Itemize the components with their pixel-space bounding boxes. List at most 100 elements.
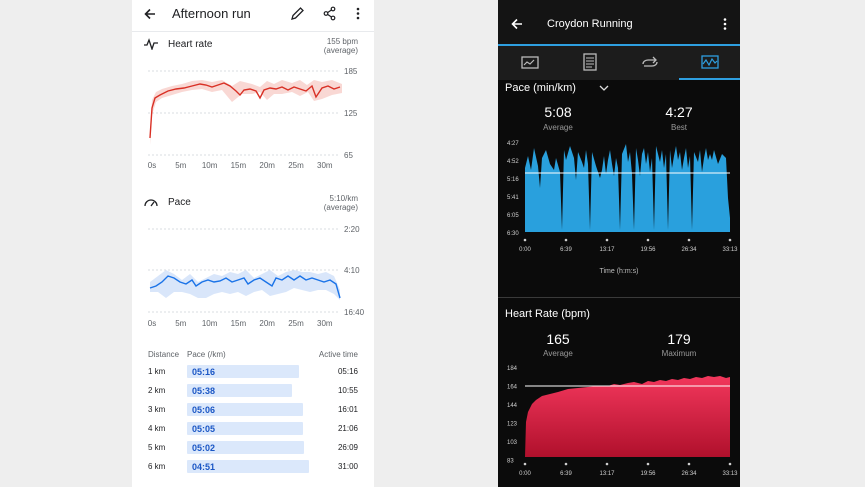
- x-tick-label: 20m: [259, 161, 275, 170]
- share-icon[interactable]: [322, 6, 337, 21]
- pace-gridlines: [148, 228, 340, 313]
- x-tick-mark: [564, 238, 568, 242]
- x-tick-mark: [646, 462, 650, 466]
- heart-rate-gridlines: [148, 70, 340, 156]
- laps-tab-icon[interactable]: [638, 52, 662, 72]
- x-tick-label: 33:13: [722, 247, 738, 253]
- split-pace-value: 04:51: [192, 462, 216, 472]
- pace-x-axis: 0s 5m 10m 15m 20m 25m 30m: [148, 319, 333, 328]
- pace-section-title: Pace (min/km): [505, 82, 576, 94]
- activity-title: Croydon Running: [547, 18, 633, 30]
- y-tick-label: 83: [507, 459, 514, 465]
- y-tick-label: 5:41: [507, 195, 519, 201]
- pace-y-tick: 2:20: [344, 225, 360, 234]
- split-distance: 1 km: [148, 367, 166, 376]
- split-distance: 3 km: [148, 405, 166, 414]
- details-tab-icon[interactable]: [578, 52, 602, 72]
- x-tick-label: 30m: [317, 319, 333, 328]
- split-distance: 4 km: [148, 424, 166, 433]
- x-tick-mark: [605, 462, 609, 466]
- y-tick-label: 184: [507, 366, 518, 372]
- y-tick-label: 5:16: [507, 177, 519, 183]
- hr-x-axis: 0:00 6:39 13:17 19:56 26:34 33:13: [519, 462, 738, 477]
- split-pace-bar: [187, 460, 309, 473]
- pace-y-axis: 4:27 4:52 5:16 5:41 6:05 6:30: [507, 141, 519, 237]
- split-pace-bar: [187, 441, 304, 454]
- split-active-time: 05:16: [337, 367, 358, 376]
- x-tick-label: 26:34: [681, 247, 697, 253]
- split-pace-bar: [187, 403, 303, 416]
- y-tick-label: 4:52: [507, 159, 519, 165]
- pace-x-axis-title: Time (h:m:s): [599, 268, 639, 275]
- x-tick-mark: [687, 462, 691, 466]
- more-options-icon[interactable]: [721, 17, 729, 31]
- heart-rate-average-value: 155 bpm: [326, 37, 358, 46]
- hr-area-chart: 184 164 144 123 103 83 0:00 6:39 13:17 19:56 26:3…: [507, 366, 738, 477]
- pace-area-chart: 4:27 4:52 5:16 5:41 6:05 6:30 0:00 6:39 13:17 19…: [507, 141, 738, 253]
- x-tick-label: 26:34: [681, 471, 697, 477]
- x-tick-label: 10m: [202, 319, 218, 328]
- y-tick-label: 123: [507, 422, 518, 428]
- pace-average-value: 5:10/km: [329, 194, 358, 203]
- right-phone-screen: Croydon Running Pace (min/km) 5:08 Avera…: [498, 0, 740, 487]
- splits-header-pace: Pace (/km): [187, 350, 226, 359]
- back-arrow-icon[interactable]: [510, 17, 524, 31]
- pace-y-tick: 16:40: [344, 308, 365, 317]
- heart-rate-label: Heart rate: [168, 39, 213, 50]
- pace-average-value: 5:08: [544, 104, 572, 120]
- split-pace-bar: [187, 384, 292, 397]
- hr-section-title: Heart Rate (bpm): [505, 308, 590, 320]
- x-tick-label: 10m: [202, 161, 218, 170]
- split-active-time: 21:06: [337, 424, 358, 433]
- split-active-time: 10:55: [337, 386, 358, 395]
- heart-rate-y-tick: 185: [344, 67, 358, 76]
- split-pace-value: 05:38: [192, 386, 216, 396]
- x-tick-label: 30m: [317, 161, 333, 170]
- y-tick-label: 164: [507, 385, 518, 391]
- pace-x-axis: 0:00 6:39 13:17 19:56 26:34 33:13: [519, 238, 738, 253]
- heart-rate-line: [149, 82, 341, 139]
- more-options-icon[interactable]: [354, 6, 362, 21]
- pace-range-band: [150, 270, 340, 300]
- heart-rate-pulse-icon: [144, 38, 158, 50]
- pace-y-tick: 4:10: [344, 266, 360, 275]
- y-tick-label: 144: [507, 403, 518, 409]
- pace-average-label: Average: [543, 123, 573, 132]
- x-tick-label: 19:56: [640, 471, 656, 477]
- back-arrow-icon[interactable]: [142, 6, 158, 22]
- split-distance: 5 km: [148, 443, 166, 452]
- split-distance: 6 km: [148, 462, 166, 471]
- summary-tab-icon[interactable]: [518, 52, 542, 72]
- charts-tab-icon[interactable]: [698, 52, 722, 72]
- x-tick-label: 0s: [148, 161, 156, 170]
- x-tick-mark: [523, 462, 527, 466]
- split-pace-value: 05:02: [192, 443, 216, 453]
- x-tick-label: 0s: [148, 319, 156, 328]
- split-pace-value: 05:06: [192, 405, 216, 415]
- x-tick-label: 13:17: [599, 247, 615, 253]
- split-pace-bar: [187, 365, 299, 378]
- edit-pencil-icon[interactable]: [290, 6, 305, 21]
- hr-average-value: 165: [546, 331, 570, 347]
- chevron-down-icon[interactable]: [599, 84, 609, 92]
- split-active-time: 26:09: [337, 443, 358, 452]
- heart-rate-x-axis: 0s 5m 10m 15m 20m 25m 30m: [148, 161, 333, 170]
- pace-area: [525, 144, 730, 232]
- heart-rate-average-caption: (average): [323, 46, 358, 55]
- x-tick-label: 0:00: [519, 247, 531, 253]
- x-tick-label: 6:39: [560, 247, 572, 253]
- pace-label: Pace: [168, 197, 191, 208]
- split-distance: 2 km: [148, 386, 166, 395]
- page-title: Afternoon run: [172, 6, 251, 21]
- hr-max-label: Maximum: [661, 349, 697, 358]
- active-tab-indicator: [679, 78, 740, 80]
- x-tick-label: 19:56: [640, 247, 656, 253]
- pace-line: [149, 275, 341, 299]
- x-tick-label: 5m: [175, 319, 186, 328]
- pace-best-value: 4:27: [665, 104, 693, 120]
- x-tick-label: 0:00: [519, 471, 531, 477]
- split-active-time: 31:00: [337, 462, 358, 471]
- split-active-time: 16:01: [337, 405, 358, 414]
- x-tick-label: 20m: [259, 319, 275, 328]
- x-tick-mark: [523, 238, 527, 242]
